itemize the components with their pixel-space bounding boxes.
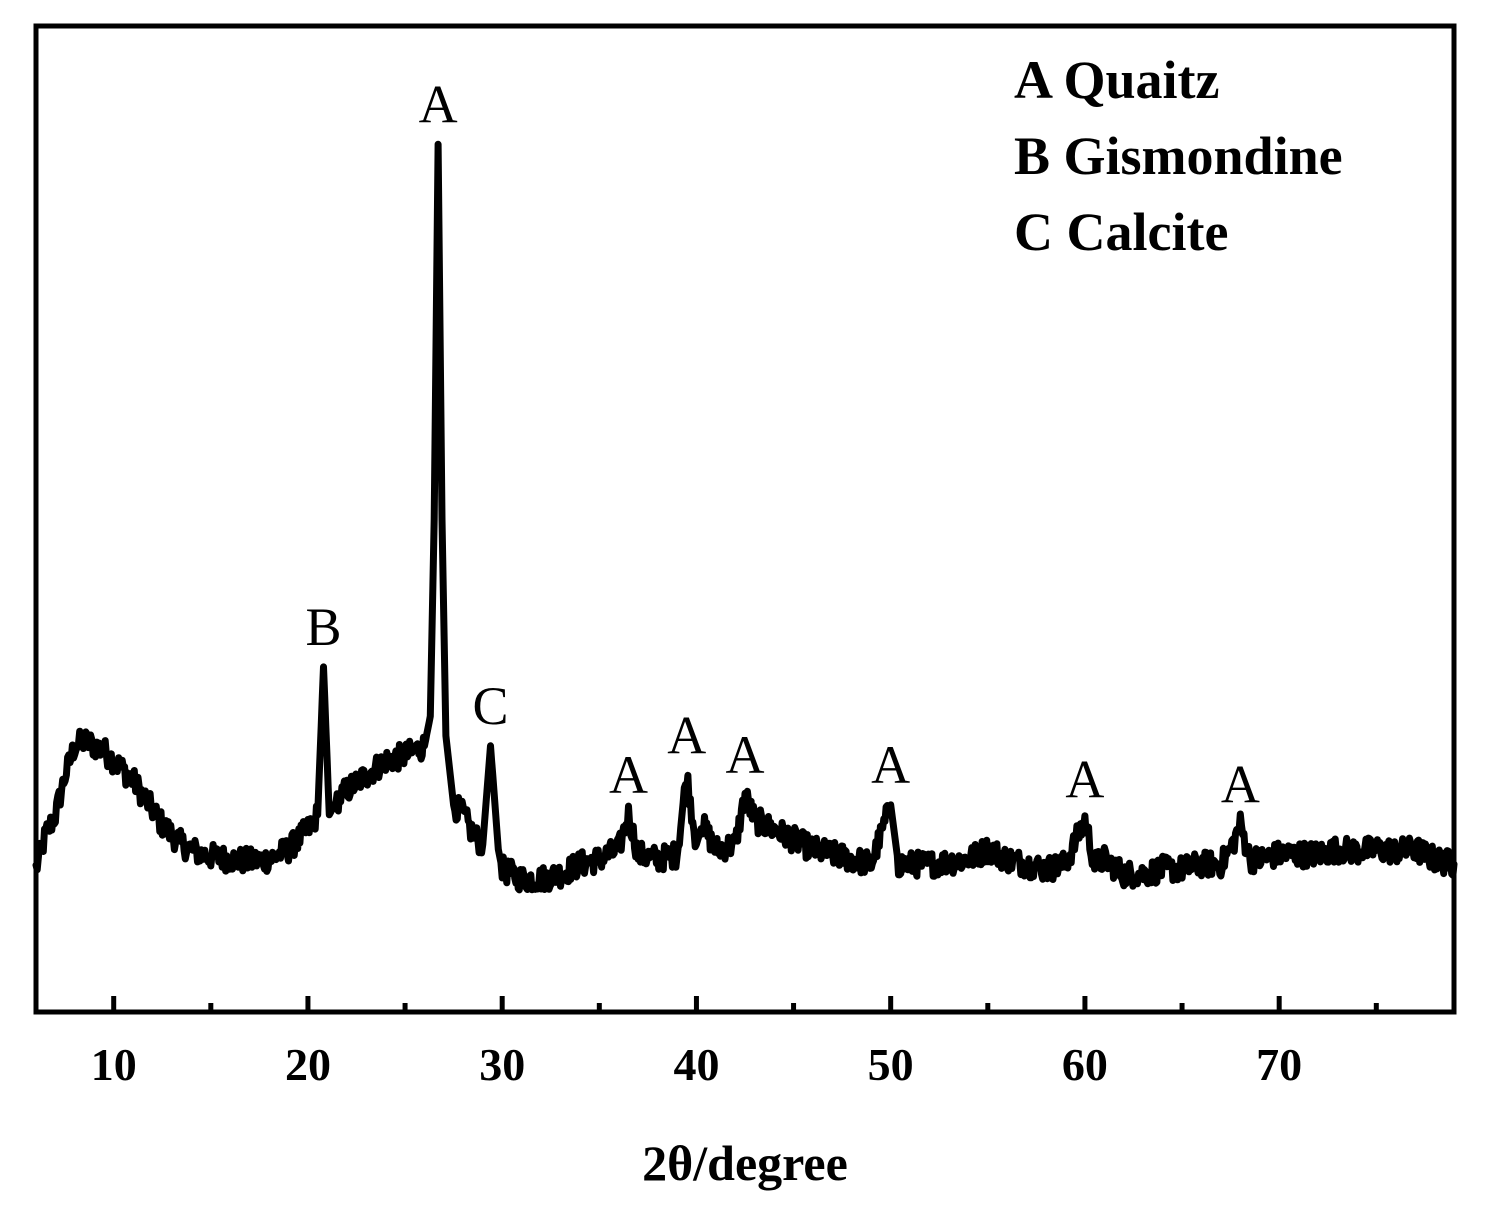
- peak-label: A: [1065, 750, 1104, 810]
- peak-label: A: [419, 74, 458, 134]
- x-tick-label: 50: [868, 1039, 914, 1090]
- x-tick-label: 10: [91, 1039, 137, 1090]
- peak-label: A: [871, 735, 910, 795]
- legend: A Quaitz B Gismondine C Calcite: [1014, 50, 1343, 262]
- legend-entry: C Calcite: [1014, 202, 1228, 262]
- x-axis-title: 2θ/degree: [642, 1135, 848, 1191]
- peak-label: A: [609, 745, 648, 805]
- peak-label: B: [305, 597, 341, 657]
- x-tick-label: 20: [285, 1039, 331, 1090]
- x-tick-label: 70: [1256, 1039, 1302, 1090]
- peak-label: A: [1221, 755, 1260, 815]
- plot-frame: [33, 23, 1457, 1015]
- x-axis-tick-labels: 10 20 30 40 50 60 70: [91, 1039, 1302, 1090]
- peak-label: A: [667, 705, 706, 765]
- peak-label: C: [473, 676, 509, 736]
- x-tick-label: 60: [1062, 1039, 1108, 1090]
- legend-entry: A Quaitz: [1014, 50, 1220, 110]
- x-tick-label: 30: [479, 1039, 525, 1090]
- legend-entry: B Gismondine: [1014, 126, 1343, 186]
- diffraction-line: [32, 140, 1458, 894]
- x-axis-ticks: [111, 996, 1379, 1012]
- x-tick-label: 40: [673, 1039, 719, 1090]
- peak-label: A: [726, 725, 765, 785]
